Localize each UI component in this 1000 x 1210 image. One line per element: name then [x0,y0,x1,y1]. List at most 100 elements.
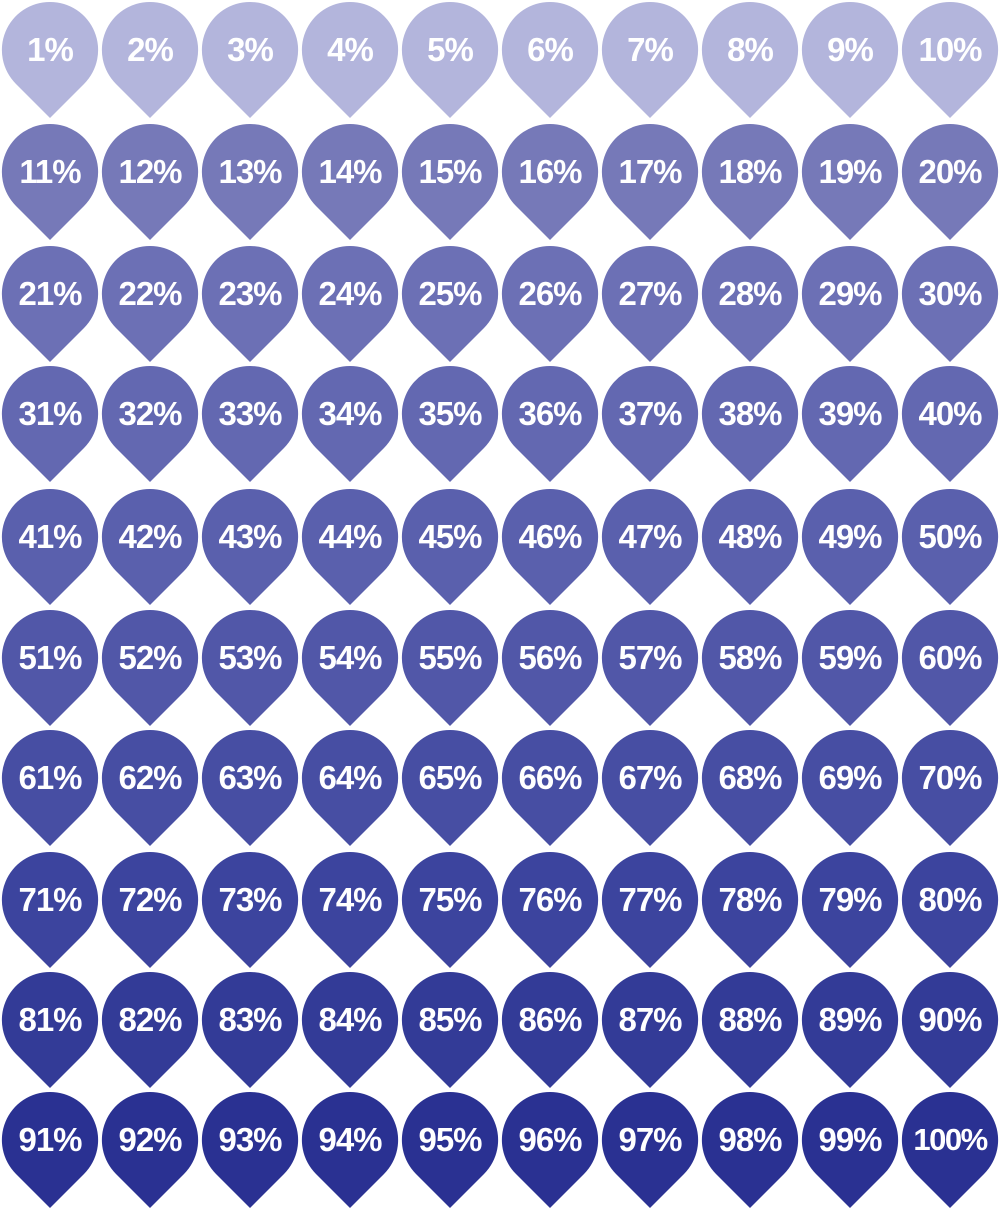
percent-pin: 90% [900,970,1000,1089]
map-pin-icon [1,851,99,968]
map-pin-icon [501,365,599,482]
percent-pin: 98% [700,1090,800,1209]
map-pin-icon [601,971,699,1088]
map-pin-icon [501,971,599,1088]
pin-label: 94% [318,1121,382,1158]
pin-label: 89% [818,1001,882,1038]
pin-label: 53% [218,639,282,676]
pin-label: 63% [218,759,282,796]
pin-label: 97% [618,1121,682,1158]
map-pin-icon [101,609,199,726]
map-pin-icon [401,1,499,118]
pin-label: 43% [218,518,282,555]
percent-pin: 20% [900,122,1000,241]
pin-label: 1% [27,31,74,68]
map-pin-icon [101,971,199,1088]
pin-label: 23% [218,275,282,312]
map-pin-icon [601,729,699,846]
percent-pin: 18% [700,122,800,241]
pin-label: 35% [418,395,482,432]
percent-pin: 10% [900,0,1000,119]
map-pin-icon [101,123,199,240]
percent-pin: 23% [200,244,300,363]
map-pin-icon [201,609,299,726]
map-pin-icon [101,1091,199,1208]
percent-pin: 64% [300,728,400,847]
pin-label: 56% [518,639,582,676]
map-pin-icon [1,729,99,846]
map-pin-icon [401,971,499,1088]
map-pin-icon [301,488,399,605]
percent-pin: 88% [700,970,800,1089]
pin-label: 32% [118,395,182,432]
pin-label: 18% [718,153,782,190]
map-pin-icon [701,1,799,118]
percent-pin: 35% [400,364,500,483]
pin-label: 3% [227,31,274,68]
map-pin-icon [301,365,399,482]
map-pin-icon [801,1091,899,1208]
percent-pin: 5% [400,0,500,119]
percent-pin: 85% [400,970,500,1089]
percent-pin: 93% [200,1090,300,1209]
pin-label: 16% [518,153,582,190]
pin-label: 69% [818,759,882,796]
map-pin-icon [301,245,399,362]
percent-pin: 45% [400,487,500,606]
pin-label: 93% [218,1121,282,1158]
pin-label: 98% [718,1121,782,1158]
map-pin-icon [801,971,899,1088]
pin-label: 71% [18,881,82,918]
pin-label: 40% [918,395,982,432]
percent-pin: 87% [600,970,700,1089]
pin-label: 7% [627,31,674,68]
pin-label: 57% [618,639,682,676]
pin-label: 2% [127,31,174,68]
percent-pin: 19% [800,122,900,241]
map-pin-icon [901,365,999,482]
map-pin-icon [501,488,599,605]
pin-label: 33% [218,395,282,432]
pin-label: 31% [18,395,82,432]
percent-pin: 53% [200,608,300,727]
percent-pin: 95% [400,1090,500,1209]
pin-label: 73% [218,881,282,918]
map-pin-icon [901,1091,999,1208]
percent-pin: 73% [200,850,300,969]
percent-pin: 83% [200,970,300,1089]
pin-label: 64% [318,759,382,796]
percent-pin: 4% [300,0,400,119]
percent-pin: 30% [900,244,1000,363]
map-pin-icon [501,609,599,726]
pin-label: 37% [618,395,682,432]
map-pin-icon [501,729,599,846]
map-pin-icon [601,851,699,968]
map-pin-icon [701,609,799,726]
pin-label: 70% [918,759,982,796]
map-pin-icon [801,1,899,118]
map-pin-icon [901,1,999,118]
pin-label: 99% [818,1121,882,1158]
map-pin-icon [501,245,599,362]
percent-pin: 55% [400,608,500,727]
map-pin-icon [1,488,99,605]
pin-label: 8% [727,31,774,68]
map-pin-icon [601,609,699,726]
pin-label: 13% [218,153,282,190]
pin-label: 36% [518,395,582,432]
percent-pin: 61% [0,728,100,847]
map-pin-icon [801,609,899,726]
pin-label: 76% [518,881,582,918]
percent-pin: 33% [200,364,300,483]
pin-label: 24% [318,275,382,312]
pin-label: 48% [718,518,782,555]
pin-label: 42% [118,518,182,555]
map-pin-icon [801,851,899,968]
percent-pin: 8% [700,0,800,119]
percent-pin: 14% [300,122,400,241]
map-pin-icon [101,729,199,846]
percent-pin: 32% [100,364,200,483]
map-pin-icon [301,971,399,1088]
pin-label: 52% [118,639,182,676]
map-pin-icon [401,123,499,240]
